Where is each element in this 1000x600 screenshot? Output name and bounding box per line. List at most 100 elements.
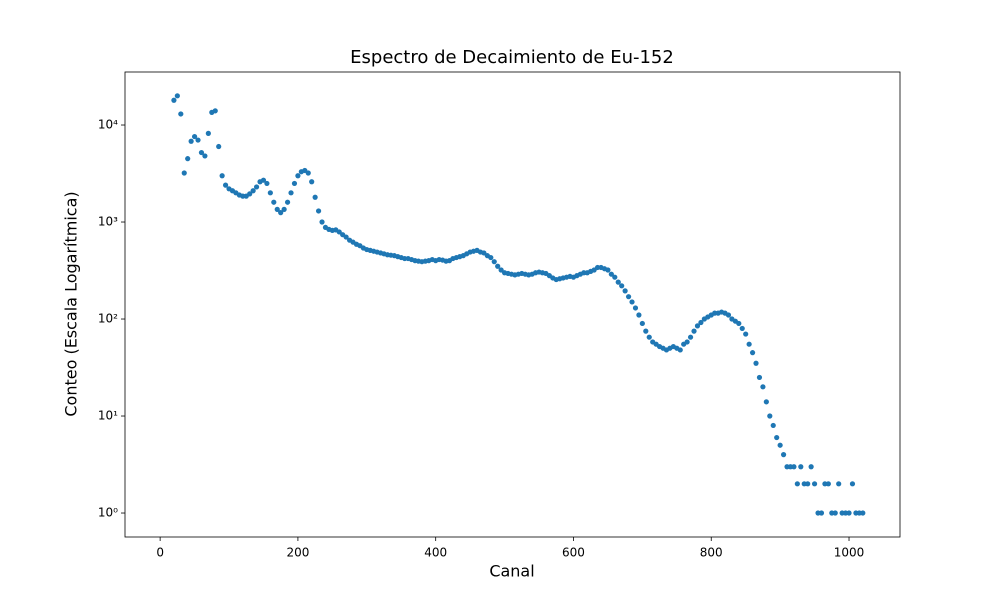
- point: [746, 341, 752, 347]
- y-tick-label: 10²: [98, 312, 118, 326]
- point: [625, 294, 632, 300]
- point: [605, 267, 611, 273]
- x-tick-label: 0: [156, 546, 164, 560]
- x-tick-label: 200: [286, 546, 309, 560]
- point: [250, 188, 256, 194]
- point: [860, 510, 866, 516]
- point: [622, 288, 628, 294]
- point: [798, 464, 804, 470]
- point: [691, 328, 697, 334]
- point: [284, 199, 291, 205]
- point: [763, 399, 769, 405]
- point: [608, 271, 614, 277]
- point: [743, 331, 749, 337]
- point: [253, 184, 260, 190]
- point: [684, 339, 690, 345]
- point: [260, 177, 267, 183]
- point: [794, 481, 800, 487]
- point: [295, 173, 301, 179]
- point: [319, 219, 325, 225]
- point: [629, 299, 635, 305]
- point: [832, 510, 838, 516]
- x-tick-label: 1000: [834, 546, 865, 560]
- point: [198, 149, 205, 156]
- point: [639, 320, 645, 327]
- point: [760, 384, 766, 390]
- point: [191, 133, 198, 140]
- point: [736, 320, 742, 327]
- point: [687, 334, 694, 340]
- y-tick-label: 10¹: [98, 409, 118, 423]
- point: [770, 422, 776, 429]
- point: [725, 312, 732, 318]
- point: [698, 319, 704, 326]
- point: [774, 434, 780, 441]
- point: [805, 481, 811, 487]
- point: [677, 347, 683, 353]
- point: [756, 374, 763, 381]
- point: [615, 279, 621, 285]
- point: [749, 350, 756, 356]
- point: [849, 481, 856, 487]
- point: [495, 263, 501, 269]
- point: [818, 510, 825, 516]
- point: [305, 170, 311, 176]
- point: [791, 464, 797, 470]
- point: [312, 194, 318, 200]
- point: [739, 325, 745, 332]
- point: [777, 442, 783, 448]
- x-axis-label: Canal: [489, 562, 534, 581]
- y-tick-label: 10³: [98, 215, 118, 229]
- chart-title: Espectro de Decaimiento de Eu-152: [350, 47, 674, 68]
- point: [174, 93, 180, 99]
- point: [612, 274, 618, 280]
- point: [278, 210, 284, 216]
- point: [178, 111, 184, 117]
- point: [846, 510, 852, 516]
- plot-frame: [124, 71, 901, 538]
- point: [219, 173, 225, 179]
- point: [274, 206, 280, 212]
- x-tick-label: 600: [562, 546, 585, 560]
- point: [632, 305, 639, 311]
- point: [767, 413, 773, 419]
- point: [288, 190, 294, 196]
- point: [491, 259, 497, 265]
- point: [202, 153, 208, 159]
- point: [281, 206, 287, 212]
- point: [646, 334, 652, 340]
- point: [808, 464, 814, 470]
- point: [205, 130, 211, 136]
- point: [836, 481, 842, 487]
- point: [212, 108, 218, 114]
- point: [185, 156, 191, 162]
- point: [309, 179, 315, 185]
- point: [216, 143, 222, 150]
- point: [195, 137, 201, 143]
- point: [188, 138, 194, 144]
- point: [488, 254, 494, 261]
- point: [267, 190, 273, 196]
- point: [753, 360, 759, 366]
- point: [247, 191, 253, 197]
- point: [343, 234, 349, 240]
- point: [181, 170, 187, 176]
- point: [619, 283, 625, 289]
- point: [264, 180, 270, 187]
- point: [780, 452, 787, 458]
- point: [643, 328, 649, 334]
- x-tick-label: 400: [424, 546, 447, 560]
- y-tick-label: 10⁴: [98, 118, 118, 132]
- point: [825, 481, 831, 487]
- point: [636, 312, 642, 318]
- point: [315, 208, 322, 214]
- point: [291, 180, 298, 187]
- point: [271, 199, 277, 205]
- point: [811, 481, 818, 487]
- point: [222, 182, 229, 188]
- point: [171, 97, 177, 103]
- y-tick-label: 10⁰: [98, 506, 118, 520]
- point: [694, 323, 701, 329]
- y-axis-label: Conteo (Escala Logarítmica): [62, 191, 81, 416]
